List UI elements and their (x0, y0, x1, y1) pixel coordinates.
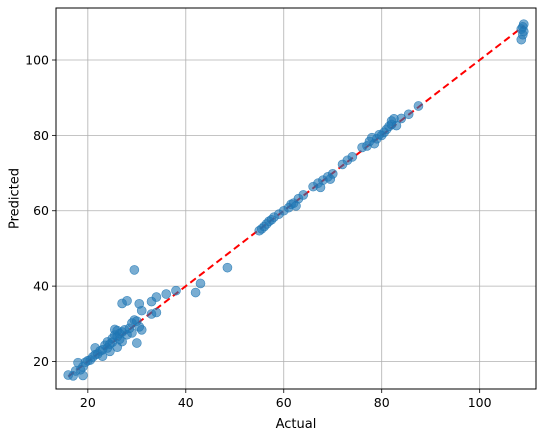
data-point (190, 287, 201, 298)
y-tick-label: 20 (33, 354, 49, 369)
data-point (136, 305, 147, 316)
data-point (97, 351, 108, 362)
y-tick-label: 60 (33, 203, 49, 218)
x-tick-label: 60 (276, 395, 292, 410)
x-tick-label: 80 (374, 395, 390, 410)
data-points (63, 19, 529, 381)
data-point (151, 307, 162, 318)
data-point (195, 278, 206, 289)
plot-frame (55, 7, 537, 390)
data-point (132, 338, 142, 348)
data-point (347, 152, 358, 162)
data-point (161, 289, 172, 299)
data-point (129, 265, 140, 275)
data-point (391, 120, 402, 131)
data-point (413, 101, 424, 111)
data-point (518, 26, 529, 37)
data-point (117, 336, 127, 347)
grid-lines (56, 8, 536, 389)
data-point (127, 328, 137, 338)
data-point (122, 296, 132, 306)
y-axis-label: Predicted (8, 168, 23, 229)
x-tick-label: 20 (80, 395, 96, 410)
data-point (396, 113, 407, 124)
data-point (78, 370, 88, 381)
y-tick-label: 100 (25, 53, 49, 68)
x-axis-label: Actual (276, 417, 317, 432)
data-point (403, 109, 414, 120)
x-axis-ticks: 20 40 60 80 100 (80, 389, 492, 410)
data-point (136, 325, 147, 335)
y-tick-label: 40 (33, 279, 49, 294)
x-tick-label: 40 (178, 395, 194, 410)
y-tick-label: 80 (33, 128, 49, 143)
data-point (327, 169, 338, 179)
data-point (105, 346, 115, 357)
data-point (222, 262, 233, 273)
data-point (151, 292, 162, 302)
data-point (171, 285, 181, 296)
x-tick-label: 100 (468, 395, 492, 410)
y-axis-ticks: 20 40 60 80 100 (25, 53, 56, 369)
data-point (298, 190, 309, 200)
